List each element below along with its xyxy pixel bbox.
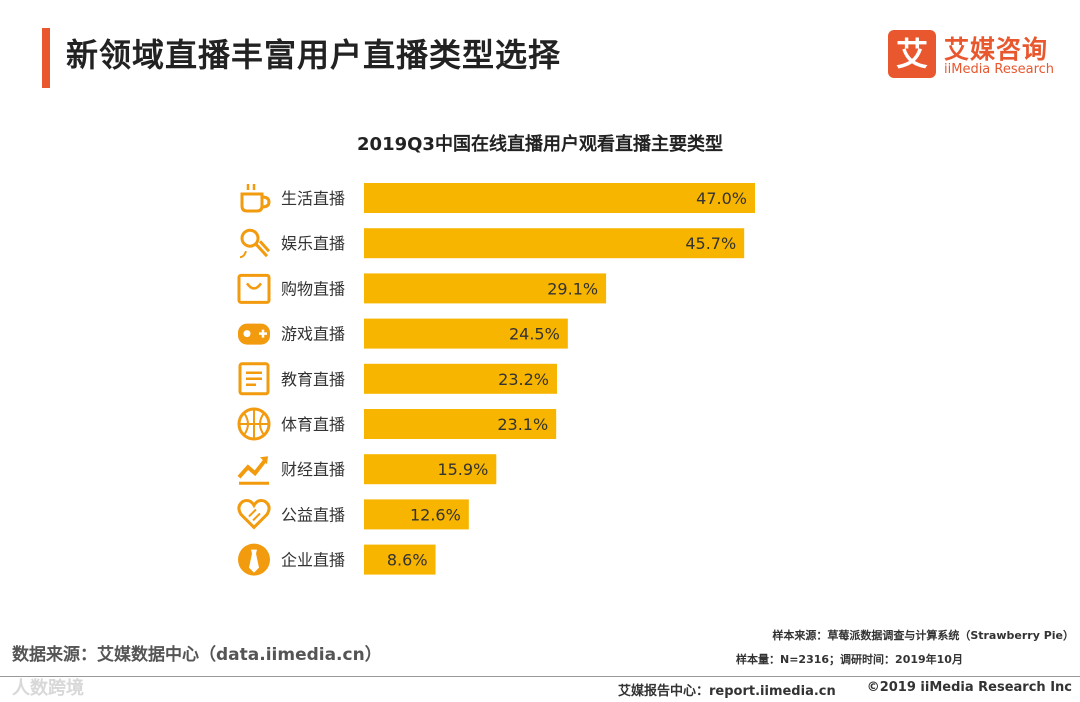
bar-8 (364, 544, 436, 575)
category-label: 娱乐直播 (281, 234, 345, 253)
report-center-link[interactable]: 艾媒报告中心：report.iimedia.cn (618, 684, 836, 699)
watermark: 人数跨境 (12, 678, 84, 699)
bar-1 (364, 228, 745, 259)
bar-2 (364, 273, 607, 304)
page-title: 新领域直播丰富用户直播类型选择 (66, 36, 562, 74)
shopping-bag-icon (237, 273, 271, 304)
bar-value-label: 47.0% (696, 189, 747, 208)
basketball-icon (237, 407, 271, 441)
category-label: 购物直播 (281, 279, 345, 298)
category-label: 生活直播 (281, 189, 345, 208)
brand-name-en: iiMedia Research (944, 62, 1055, 77)
copyright: ©2019 iiMedia Research Inc (866, 680, 1072, 695)
bar-value-label: 45.7% (685, 234, 736, 253)
bar-value-label: 15.9% (437, 460, 488, 479)
chart-title: 2019Q3中国在线直播用户观看直播主要类型 (357, 134, 723, 155)
category-label: 游戏直播 (281, 325, 345, 344)
bar-6 (364, 454, 497, 485)
bar-7 (364, 499, 469, 530)
bar-4 (364, 363, 558, 394)
sample-source: 样本来源：草莓派数据调查与计算系统（Strawberry Pie） (772, 629, 1074, 642)
footer-divider (0, 676, 1080, 677)
category-label: 公益直播 (281, 505, 345, 524)
category-label: 教育直播 (281, 370, 345, 389)
category-label: 体育直播 (281, 415, 345, 434)
coffee-cup-icon (240, 184, 271, 213)
gamepad-icon (238, 323, 270, 345)
brand-logo-icon: 艾 (888, 30, 936, 78)
brand: 艾 艾媒咨询 iiMedia Research (888, 30, 1068, 82)
category-label: 财经直播 (281, 460, 345, 479)
data-source: 数据来源：艾媒数据中心（data.iimedia.cn） (12, 645, 382, 665)
bar-value-label: 24.5% (509, 325, 560, 344)
trend-chart-icon (237, 456, 269, 485)
sample-size: 样本量：N=2316；调研时间：2019年10月 (736, 653, 963, 666)
category-label: 企业直播 (281, 551, 345, 570)
heart-hands-icon (237, 499, 271, 530)
tie-icon (238, 543, 270, 576)
bar-value-label: 29.1% (547, 279, 598, 298)
microphone-icon (239, 228, 271, 259)
bar-0 (364, 183, 755, 213)
bar-value-label: 12.6% (410, 505, 461, 524)
bar-5 (364, 409, 557, 439)
bar-value-label: 8.6% (387, 551, 428, 570)
brand-name-cn: 艾媒咨询 (944, 35, 1049, 64)
title-accent-bar (42, 28, 50, 88)
bar-value-label: 23.2% (498, 370, 549, 389)
bar-3 (364, 318, 568, 349)
bar-value-label: 23.1% (497, 415, 548, 434)
document-icon (238, 362, 270, 396)
